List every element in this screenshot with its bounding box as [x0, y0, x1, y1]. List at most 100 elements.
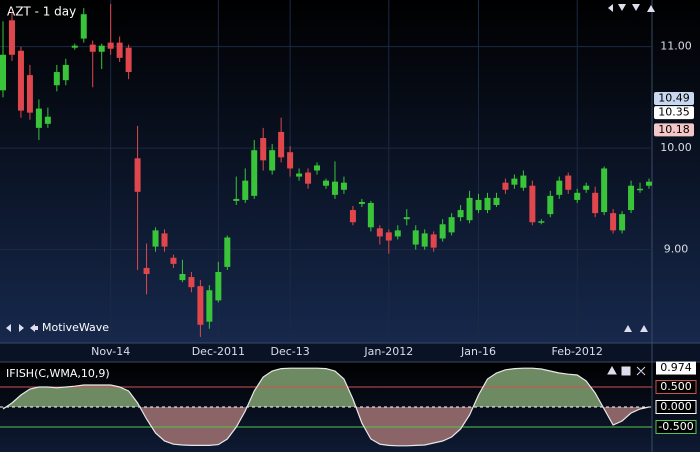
level-label: -0.500	[658, 420, 693, 433]
candle-body	[35, 108, 42, 128]
candle-body	[511, 178, 518, 185]
candle-body	[412, 230, 419, 245]
level-tag	[655, 380, 697, 394]
candle-body	[179, 274, 186, 281]
candle-body	[170, 257, 177, 264]
candle-body	[448, 217, 455, 233]
indicator-line	[2, 367, 650, 447]
candle-body	[394, 230, 401, 237]
candle-body	[89, 44, 96, 52]
candle-body	[62, 64, 69, 81]
watermark: MotiveWave	[42, 321, 109, 334]
candle-body	[646, 181, 652, 186]
candle-body	[376, 228, 383, 237]
candle-body	[358, 201, 365, 204]
x-tick-label: Dec-13	[270, 345, 309, 358]
candle-body	[529, 185, 536, 223]
y-tick-label: 10.00	[660, 141, 692, 154]
value-tag	[656, 361, 696, 375]
candle-body	[71, 45, 78, 48]
candle-body	[403, 217, 410, 220]
x-tick-label: Feb-2012	[551, 345, 602, 358]
candle-body	[556, 180, 563, 195]
indicator-title: IFISH(C,WMA,10,9)	[6, 367, 110, 380]
candle-body	[619, 214, 626, 231]
price-tag	[654, 91, 694, 105]
candle-body	[0, 54, 6, 91]
candle-body	[242, 180, 249, 200]
candle-body	[493, 197, 500, 205]
candle-body	[421, 233, 428, 247]
candle-body	[520, 175, 527, 188]
candle-body	[53, 72, 60, 86]
price-tag-label: 10.18	[658, 123, 690, 136]
toolbar-icons[interactable]	[6, 4, 655, 376]
y-tick-label: 11.00	[660, 40, 692, 53]
x-tick-label: Jan-2012	[363, 345, 413, 358]
candle-body	[574, 192, 581, 200]
chart-title: AZT - 1 day	[7, 5, 76, 19]
candle-body	[107, 42, 114, 49]
candle-body	[98, 45, 105, 52]
candle-body	[260, 138, 267, 161]
candle-body	[314, 165, 321, 171]
candle-body	[475, 199, 482, 211]
candle-body	[44, 116, 51, 124]
value-tag-label: 0.974	[660, 361, 692, 374]
candle-body	[457, 210, 464, 218]
candle-body	[143, 267, 150, 275]
candle-body	[367, 202, 374, 228]
level-tag	[655, 400, 697, 414]
candle-body	[161, 233, 168, 247]
candle-body	[538, 221, 545, 223]
candle-body	[26, 75, 33, 113]
candle-body	[601, 168, 608, 213]
nav-icon[interactable]	[608, 4, 655, 12]
candle-body	[152, 230, 159, 247]
panel-icon[interactable]	[607, 365, 646, 376]
candle-body	[80, 14, 87, 39]
candle-body	[251, 150, 258, 196]
level-label: 0.500	[660, 380, 692, 393]
candle-body	[269, 150, 276, 171]
candle-body	[502, 182, 509, 190]
x-tick-label: Dec-2011	[192, 345, 245, 358]
candle-body	[610, 213, 617, 231]
nav-icon[interactable]	[6, 324, 38, 332]
time-axis	[0, 343, 700, 362]
nav-icon[interactable]	[624, 325, 648, 332]
candle-body	[278, 131, 285, 158]
candle-body	[565, 175, 572, 190]
level-label: 0.000	[660, 400, 692, 413]
candle-body	[224, 237, 231, 267]
candle-body	[197, 286, 204, 325]
candle-body	[628, 185, 635, 211]
candle-body	[233, 198, 240, 201]
candle-body	[134, 158, 141, 192]
candle-body	[305, 172, 312, 184]
candle-body	[349, 210, 356, 223]
negative-area	[3, 407, 649, 446]
candle-body	[592, 192, 599, 214]
candle-body	[547, 195, 554, 215]
candle-body	[116, 42, 123, 58]
candle-body	[323, 180, 329, 186]
price-tag-label: 10.35	[658, 106, 690, 119]
candle-body	[188, 277, 195, 288]
price-tag	[654, 106, 694, 120]
price-tag-label: 10.49	[658, 91, 690, 104]
x-tick-label: Nov-14	[91, 345, 130, 358]
candle-body	[296, 173, 303, 177]
candle-body	[385, 232, 392, 241]
candle-body	[637, 188, 644, 191]
level-tag	[655, 420, 697, 434]
x-tick-label: Jan-16	[460, 345, 496, 358]
price-tag	[654, 123, 694, 137]
main-panel	[0, 0, 700, 343]
positive-area	[3, 368, 649, 407]
candle-body	[484, 197, 491, 211]
candle-body	[583, 185, 590, 190]
candle-body	[17, 50, 24, 111]
candle-body	[125, 47, 132, 73]
